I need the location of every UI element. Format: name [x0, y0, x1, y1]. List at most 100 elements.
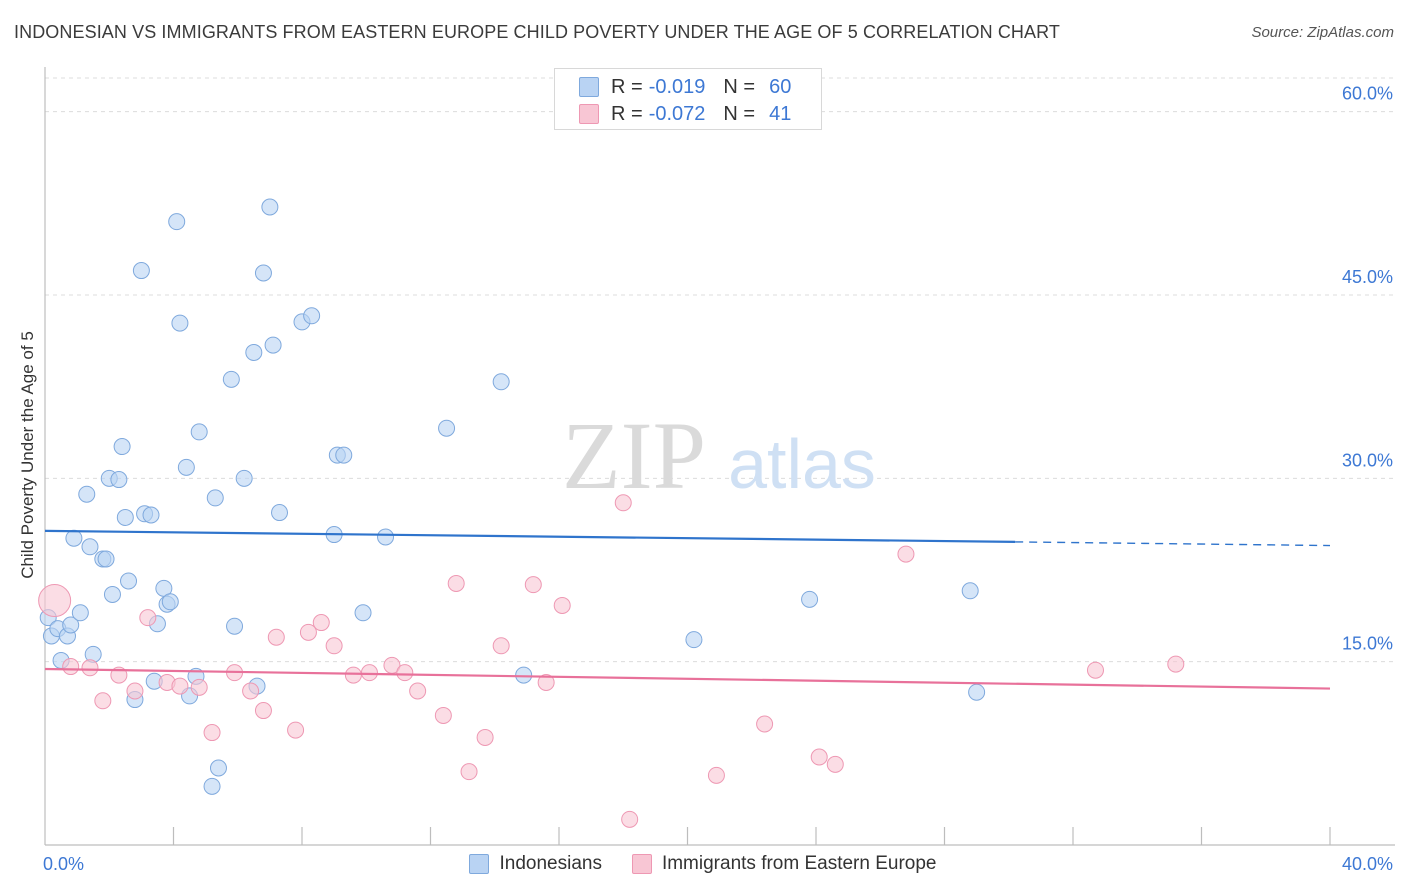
eastern-europe-point	[360, 664, 378, 682]
indonesians-point	[97, 550, 115, 568]
watermark-atlas: atlas	[728, 425, 876, 503]
eastern-europe-point	[299, 623, 317, 641]
eastern-europe-point	[203, 724, 221, 742]
x-tick-label: 40.0%	[1342, 854, 1393, 874]
r-label: R =	[611, 75, 643, 98]
eastern-europe-point	[826, 755, 844, 773]
indonesians-point	[226, 617, 244, 635]
eastern-europe-point	[434, 706, 452, 724]
eastern-europe-point	[553, 596, 571, 614]
indonesians-point	[264, 336, 282, 354]
pink-swatch	[579, 104, 599, 124]
n-label: N =	[723, 102, 756, 125]
eastern-europe-point	[614, 494, 632, 512]
indonesians-point	[961, 582, 979, 600]
blue-swatch	[469, 854, 490, 874]
indonesians-point	[161, 593, 179, 611]
r-value: -0.019	[648, 75, 706, 98]
source-label: Source: ZipAtlas.com	[1251, 24, 1394, 41]
axes	[44, 67, 1395, 846]
eastern-europe-point	[267, 628, 285, 646]
y-tick-label: 30.0%	[1342, 450, 1393, 470]
eastern-europe-point	[344, 666, 362, 684]
eastern-europe-point	[94, 692, 112, 710]
indonesians-point	[261, 198, 279, 216]
indonesians-point	[65, 529, 83, 547]
eastern-europe-point	[756, 715, 774, 733]
indonesians-point	[209, 759, 227, 777]
eastern-europe-point	[190, 678, 208, 696]
tick-labels: 15.0% 30.0% 45.0% 60.0% 0.0% 40.0%	[43, 84, 1393, 874]
eastern-europe-point	[38, 584, 72, 618]
eastern-europe-point	[254, 702, 272, 720]
indonesians-point	[116, 508, 134, 526]
indonesians-point	[271, 504, 289, 522]
trend-lines	[44, 529, 1331, 690]
indonesians-point	[968, 683, 986, 701]
indonesians-point	[78, 485, 96, 503]
indonesians-point	[190, 423, 208, 441]
indonesians-point	[203, 777, 221, 795]
indonesians-point	[142, 506, 160, 524]
legend-label: Indonesians	[499, 853, 602, 874]
indonesians-point	[62, 616, 80, 634]
legend-item-indonesians[interactable]: Indonesians	[469, 853, 602, 875]
indonesians-point	[103, 585, 121, 603]
stats-box: R = -0.019 N = 60 R = -0.072 N = 41	[554, 68, 822, 130]
eastern-europe-point	[537, 673, 555, 691]
indonesians-point	[335, 446, 353, 464]
indonesians-point	[206, 489, 224, 507]
indonesians-point	[685, 631, 703, 649]
eastern-europe-point	[139, 609, 157, 627]
indonesians-point	[235, 469, 253, 487]
eastern-europe-point	[460, 763, 478, 781]
indonesians-point	[222, 370, 240, 388]
indonesians-point	[168, 213, 186, 231]
stats-row-indonesians: R = -0.019 N = 60	[579, 75, 809, 99]
eastern-europe-point	[287, 721, 305, 739]
watermark-zip: ZIP	[562, 402, 706, 509]
watermark: ZIP atlas	[562, 402, 876, 509]
n-label: N =	[723, 75, 756, 98]
eastern-europe-point	[81, 659, 99, 677]
eastern-europe-point	[409, 682, 427, 700]
chart-title: INDONESIAN VS IMMIGRANTS FROM EASTERN EU…	[14, 22, 1060, 42]
eastern-europe-point	[524, 576, 542, 594]
legend: Indonesians Immigrants from Eastern Euro…	[0, 852, 1406, 876]
eastern-europe-point	[171, 677, 189, 695]
indonesians-point	[438, 419, 456, 437]
eastern-europe-point	[447, 574, 465, 592]
eastern-europe-point	[707, 766, 725, 784]
indonesians-point	[354, 604, 372, 622]
pink-swatch	[631, 854, 652, 874]
eastern-europe-point	[312, 614, 330, 632]
indonesians-point	[81, 538, 99, 556]
indonesians-point	[171, 314, 189, 332]
eastern-europe-point	[126, 682, 144, 700]
indonesians-point	[303, 307, 321, 325]
grid-lines	[45, 77, 1395, 663]
indonesians-point	[254, 264, 272, 282]
y-tick-label: 45.0%	[1342, 267, 1393, 287]
eastern-europe-point	[492, 637, 510, 655]
x-tick-label: 0.0%	[43, 854, 84, 874]
indonesians-point	[377, 528, 395, 546]
blue-swatch	[579, 77, 599, 97]
legend-item-eastern-europe[interactable]: Immigrants from Eastern Europe	[631, 853, 937, 875]
data-points	[38, 198, 1185, 828]
eastern-europe-point	[242, 682, 260, 700]
n-value: 41	[769, 102, 792, 125]
r-value: -0.072	[648, 102, 706, 125]
indonesians-point	[132, 262, 150, 280]
eastern-europe-point	[621, 810, 639, 828]
eastern-europe-point	[1167, 655, 1185, 673]
indonesians-point	[177, 458, 195, 476]
indonesians-point	[801, 590, 819, 608]
eastern-europe-point	[396, 664, 414, 682]
stats-row-eastern-europe: R = -0.072 N = 41	[579, 102, 809, 126]
y-tick-label: 60.0%	[1342, 84, 1393, 104]
y-tick-label: 15.0%	[1342, 634, 1393, 654]
indonesians-point	[120, 572, 138, 590]
eastern-europe-trend-line	[44, 667, 1331, 690]
